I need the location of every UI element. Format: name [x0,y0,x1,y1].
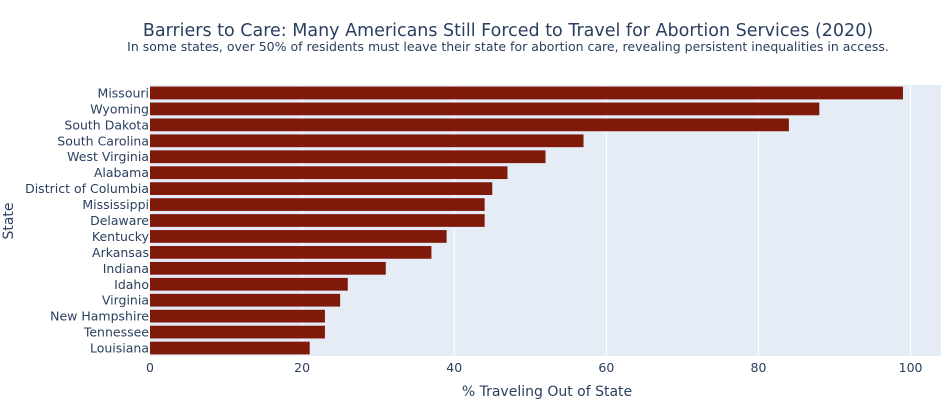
bar [150,198,485,211]
y-tick-label: Virginia [102,293,149,308]
bar [150,166,508,180]
x-tick-label: 80 [751,360,767,375]
y-tick-label: Tennessee [83,325,149,340]
bar [150,118,789,132]
y-tick-label: Arkansas [92,245,149,260]
bar [150,86,903,100]
bar [150,341,310,355]
y-tick-label: Kentucky [92,229,150,244]
y-tick-label: Wyoming [90,101,149,116]
x-tick-label: 0 [146,360,154,375]
bars [150,86,903,355]
y-tick-label: South Carolina [57,133,149,148]
x-tick-label: 100 [899,360,923,375]
bar [150,293,341,307]
y-tick-label: West Virginia [67,149,149,164]
chart-subtitle: In some states, over 50% of residents mu… [127,39,889,54]
bar [150,261,386,275]
x-tick-label: 60 [598,360,614,375]
bar [150,134,584,148]
y-tick-label: South Dakota [64,117,149,132]
y-tick-label: New Hampshire [50,309,149,324]
y-axis-title: State [1,202,17,239]
y-tick-label: Mississippi [82,197,149,212]
y-tick-label: Missouri [98,85,149,100]
y-tick-label: Louisiana [90,341,149,356]
y-tick-label: Alabama [94,165,149,180]
x-tick-labels: 0 20 40 60 80 100 [146,360,923,375]
bar [150,182,493,195]
bar [150,214,485,227]
y-tick-label: District of Columbia [25,181,149,196]
y-tick-label: Delaware [90,213,149,228]
x-tick-label: 40 [446,360,462,375]
bar [150,150,546,164]
chart-title: Barriers to Care: Many Americans Still F… [143,21,873,41]
y-tick-label: Indiana [103,261,149,276]
bar [150,102,820,116]
bar [150,277,348,291]
bar [150,230,447,243]
bar [150,309,325,323]
x-axis-title: % Traveling Out of State [462,384,632,400]
bar [150,246,432,259]
x-tick-label: 20 [294,360,310,375]
bar [150,325,325,339]
y-tick-label: Idaho [114,277,149,292]
